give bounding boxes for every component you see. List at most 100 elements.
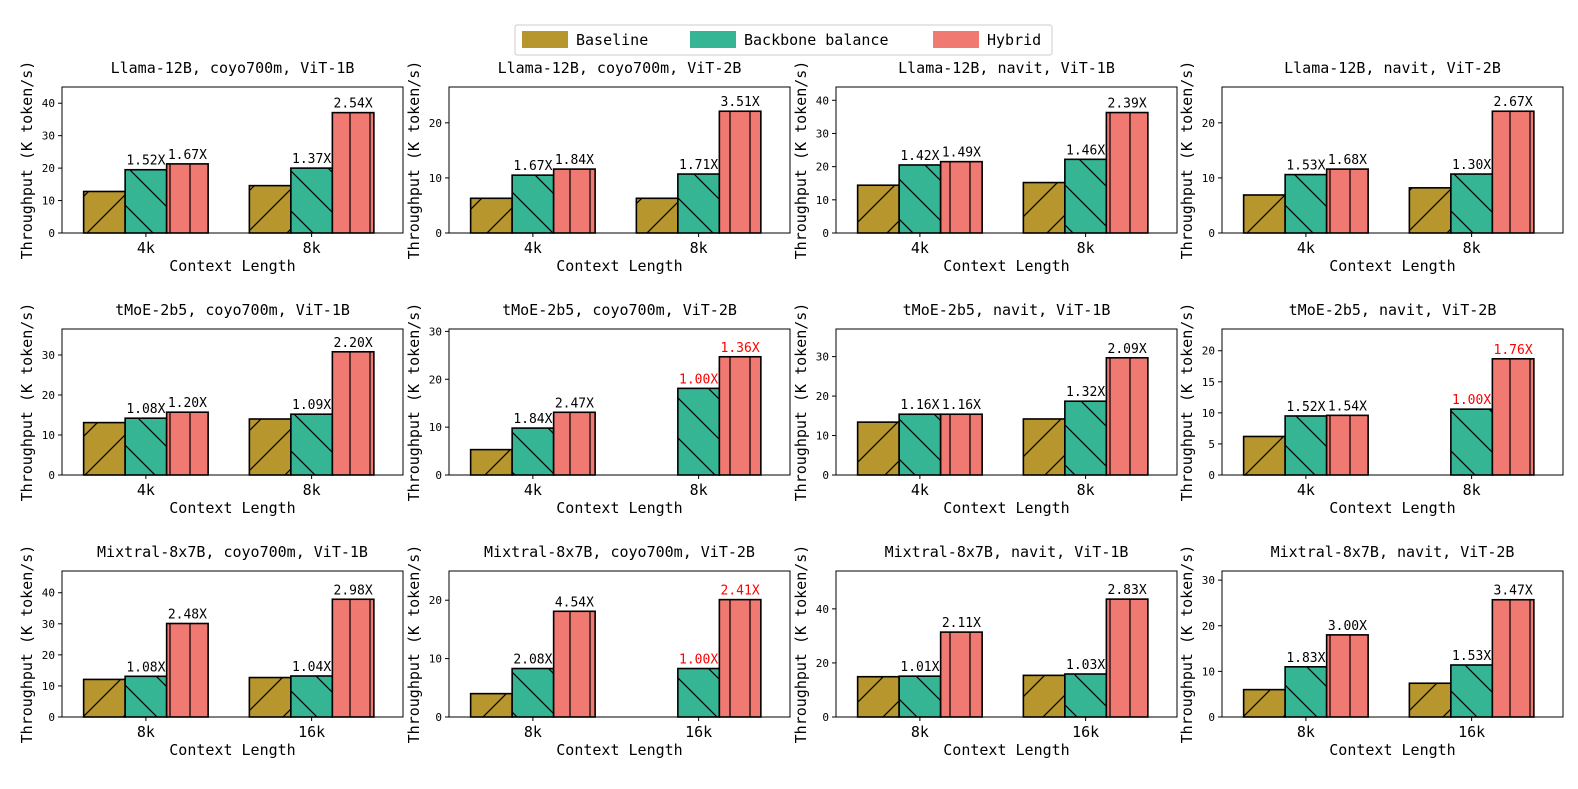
plot-area	[835, 86, 1178, 234]
bar-hybrid	[1325, 414, 1369, 476]
x-tick-label: 8k	[690, 239, 708, 257]
speedup-label: 1.01X	[900, 660, 939, 675]
speedup-label: 1.04X	[292, 660, 331, 675]
chart-title: Llama-12B, coyo700m, ViT-1B	[111, 59, 355, 77]
y-axis-label: Throughput (K token/s)	[792, 61, 810, 260]
y-tick-label: 20	[1202, 620, 1215, 633]
x-tick-label: 16k	[1072, 723, 1099, 741]
bar-backbone-balance	[1284, 666, 1328, 718]
speedup-label: 1.53X	[1452, 649, 1491, 664]
bar-hybrid	[939, 413, 983, 476]
speedup-label: 2.39X	[1108, 97, 1147, 112]
bar-baseline	[82, 190, 126, 234]
bar-hybrid	[331, 111, 375, 234]
speedup-label: 1.71X	[679, 158, 718, 173]
bar-backbone-balance	[898, 675, 942, 718]
y-tick-label: 30	[42, 349, 55, 362]
speedup-label: 1.37X	[292, 152, 331, 167]
bar-hybrid	[552, 411, 596, 476]
speedup-label: 1.00X	[1452, 393, 1491, 408]
y-axis-label: Throughput (K token/s)	[405, 61, 423, 260]
bar-backbone-balance	[1450, 664, 1494, 718]
bar-backbone-balance	[1450, 173, 1494, 234]
speedup-label: 2.47X	[555, 396, 594, 411]
y-tick-label: 10	[42, 195, 55, 208]
x-axis-label: Context Length	[943, 499, 1069, 517]
speedup-label: 1.08X	[126, 660, 165, 675]
chart-panel: Mixtral-8x7B, navit, ViT-1B 1.01X 2.11X 1.0…	[792, 543, 1178, 759]
chart-panel: Mixtral-8x7B, navit, ViT-2B 1.83X 3.00X 1.5…	[1178, 543, 1564, 759]
speedup-label: 2.20X	[334, 336, 373, 351]
plot-area	[448, 328, 791, 476]
y-tick-label: 20	[1202, 117, 1215, 130]
bar-backbone-balance	[290, 167, 334, 234]
y-axis-label: Throughput (K token/s)	[792, 303, 810, 502]
y-tick-label: 10	[1202, 407, 1215, 420]
plot-area	[1221, 86, 1564, 234]
plot-area	[61, 328, 404, 476]
y-tick-label: 20	[429, 594, 442, 607]
bar-backbone-balance	[1064, 673, 1108, 718]
speedup-label: 1.20X	[168, 396, 207, 411]
bar-hybrid	[718, 355, 762, 476]
speedup-label: 1.67X	[513, 159, 552, 174]
bar-backbone-balance	[124, 417, 168, 476]
y-tick-label: 20	[429, 373, 442, 386]
chart-title: tMoE-2b5, coyo700m, ViT-1B	[115, 301, 350, 319]
y-tick-label: 10	[429, 172, 442, 185]
y-tick-label: 20	[42, 649, 55, 662]
bar-hybrid	[331, 350, 375, 476]
x-axis-label: Context Length	[556, 741, 682, 759]
speedup-label: 1.09X	[292, 398, 331, 413]
bar-backbone-balance	[677, 173, 721, 234]
y-axis-label: Throughput (K token/s)	[1178, 61, 1196, 260]
y-tick-label: 5	[1208, 438, 1215, 451]
y-tick-label: 0	[822, 227, 829, 240]
legend-label: Hybrid	[987, 31, 1041, 49]
x-tick-label: 4k	[911, 239, 929, 257]
y-tick-label: 15	[1202, 376, 1215, 389]
speedup-label: 1.54X	[1328, 399, 1367, 414]
y-axis-label: Throughput (K token/s)	[18, 303, 36, 502]
bar-baseline	[1408, 682, 1452, 718]
speedup-label: 2.54X	[334, 97, 373, 112]
speedup-label: 1.52X	[1286, 400, 1325, 415]
legend-swatch-baseline	[522, 31, 568, 48]
bar-hybrid	[1325, 168, 1369, 234]
y-tick-label: 10	[429, 653, 442, 666]
x-tick-label: 4k	[524, 239, 542, 257]
legend-frame	[514, 24, 1053, 56]
x-axis-label: Context Length	[1329, 499, 1455, 517]
y-tick-label: 0	[48, 227, 55, 240]
plot-area	[61, 86, 404, 234]
chart-title: tMoE-2b5, coyo700m, ViT-2B	[502, 301, 737, 319]
bar-backbone-balance	[124, 675, 168, 718]
speedup-label: 2.11X	[942, 616, 981, 631]
chart-title: tMoE-2b5, navit, ViT-1B	[903, 301, 1111, 319]
bar-backbone-balance	[1284, 415, 1328, 476]
chart-title: Llama-12B, navit, ViT-2B	[1284, 59, 1501, 77]
x-tick-label: 8k	[303, 239, 321, 257]
x-tick-label: 8k	[1077, 239, 1095, 257]
bar-hybrid	[552, 168, 596, 234]
chart-title: Mixtral-8x7B, coyo700m, ViT-2B	[484, 543, 755, 561]
x-tick-label: 8k	[1077, 481, 1095, 499]
x-tick-label: 16k	[1458, 723, 1485, 741]
x-axis-label: Context Length	[169, 257, 295, 275]
bar-hybrid	[331, 598, 375, 718]
speedup-label: 3.47X	[1494, 584, 1533, 599]
x-axis-label: Context Length	[556, 499, 682, 517]
bar-backbone-balance	[124, 168, 168, 234]
speedup-label: 1.30X	[1452, 158, 1491, 173]
x-tick-label: 8k	[690, 481, 708, 499]
speedup-label: 1.42X	[900, 149, 939, 164]
bar-baseline	[469, 197, 513, 234]
chart-title: Mixtral-8x7B, coyo700m, ViT-1B	[97, 543, 368, 561]
y-tick-label: 10	[42, 680, 55, 693]
bar-baseline	[248, 418, 292, 476]
speedup-label: 2.98X	[334, 583, 373, 598]
plot-area	[1221, 328, 1564, 476]
y-tick-label: 30	[42, 618, 55, 631]
speedup-label: 1.36X	[721, 341, 760, 356]
plot-area	[61, 570, 404, 718]
